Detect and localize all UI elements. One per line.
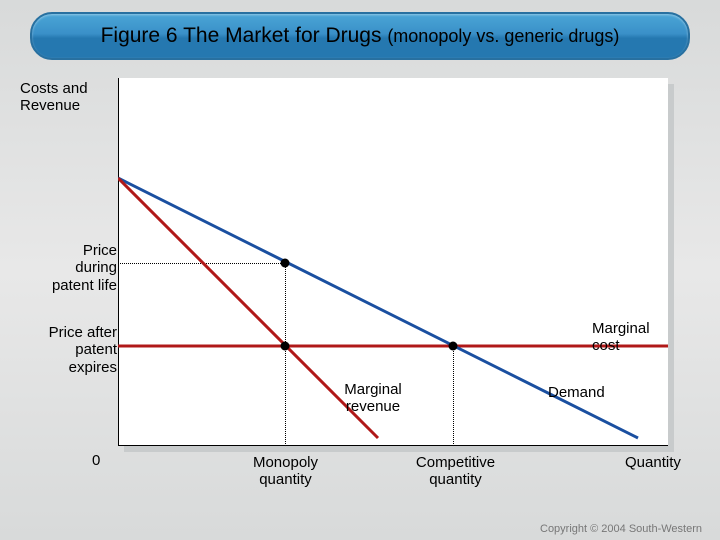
mr-label: Marginalrevenue [333,381,413,416]
x-axis-label: Quantity [625,454,681,471]
point-A [281,259,290,268]
mc-label: Marginalcost [592,320,650,355]
point-B [281,342,290,351]
chart-area: Marginalrevenue Marginalcost Demand [118,78,668,446]
copyright: Copyright © 2004 South-Western [540,523,702,535]
demand-label: Demand [548,384,605,401]
title-sub: (monopoly vs. generic drugs) [387,26,619,46]
price-after-label: Price afterpatentexpires [32,324,117,376]
point-C [449,342,458,351]
y-axis-label: Costs andRevenue [20,80,115,115]
monopoly-qty-label: Monopolyquantity [238,454,333,489]
title-main: Figure 6 The Market for Drugs [101,24,388,47]
price-patent-label: Priceduringpatent life [32,242,117,294]
competitive-qty-label: Competitivequantity [408,454,503,489]
origin-label: 0 [92,452,100,469]
figure-title: Figure 6 The Market for Drugs (monopoly … [101,24,620,48]
title-bar: Figure 6 The Market for Drugs (monopoly … [30,12,690,60]
